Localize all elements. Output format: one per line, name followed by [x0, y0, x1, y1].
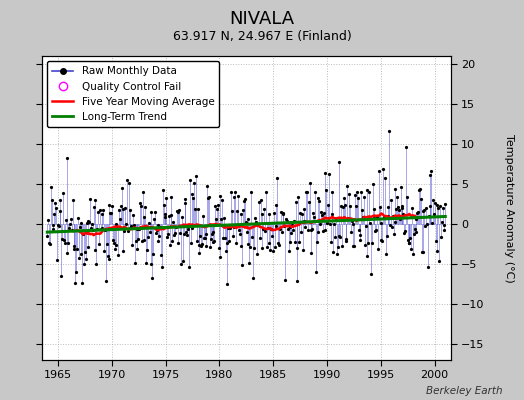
Legend: Raw Monthly Data, Quality Control Fail, Five Year Moving Average, Long-Term Tren: Raw Monthly Data, Quality Control Fail, … — [47, 61, 220, 127]
Text: NIVALA: NIVALA — [230, 10, 294, 28]
Text: Berkeley Earth: Berkeley Earth — [427, 386, 503, 396]
Y-axis label: Temperature Anomaly (°C): Temperature Anomaly (°C) — [504, 134, 514, 282]
Text: 63.917 N, 24.967 E (Finland): 63.917 N, 24.967 E (Finland) — [172, 30, 352, 43]
